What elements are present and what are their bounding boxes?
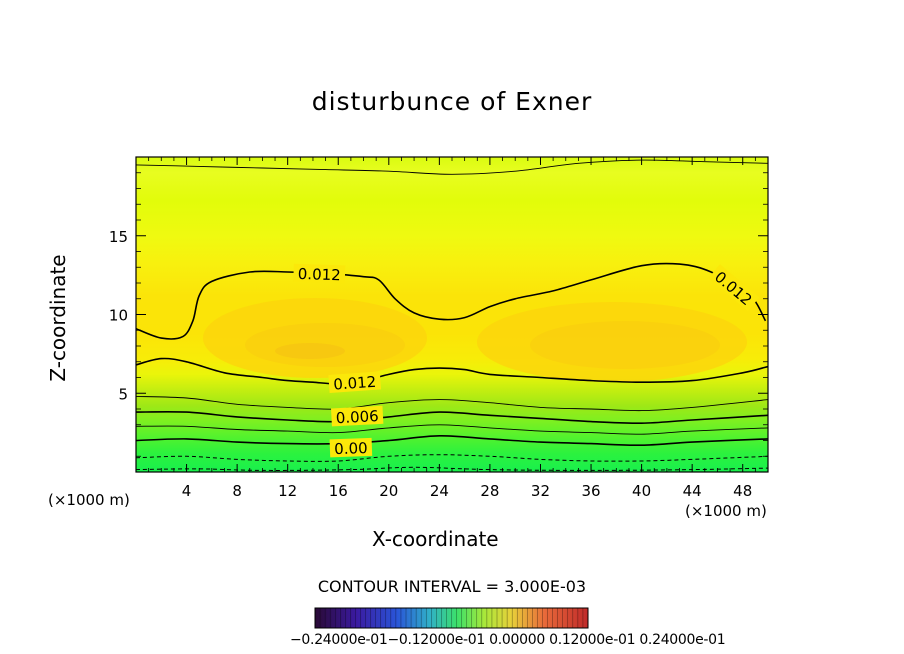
x-tick-label: 28: [480, 482, 499, 500]
x-tick-label: 20: [379, 482, 398, 500]
x-tick-label: 8: [232, 482, 242, 500]
contour-line: [136, 434, 768, 447]
x-unit-label-left: (×1000 m): [48, 491, 130, 509]
contour-line: [136, 357, 768, 385]
contour-label: 0.012: [328, 371, 382, 394]
colorbar-dividers: [319, 608, 584, 628]
contour-line: [136, 466, 768, 471]
y-tick-label: 5: [118, 385, 128, 403]
x-tick-label: 4: [182, 482, 192, 500]
x-unit-label-right: (×1000 m): [685, 502, 767, 520]
x-tick-label: 32: [531, 482, 550, 500]
contour-label: 0.012: [293, 263, 346, 284]
contour-line: [136, 454, 768, 462]
contour-line: [136, 262, 767, 340]
contour-label-text: 0.00: [334, 439, 368, 458]
contour-label: 0.00: [329, 437, 373, 458]
contour-label-bg: [329, 437, 373, 458]
colorbar-tick-labels: −0.24000e-01−0.12000e-01 0.00000 0.12000…: [290, 632, 726, 648]
x-axis-label: X-coordinate: [372, 527, 499, 551]
contour-label-text: 0.012: [297, 265, 341, 284]
contour-line: [136, 395, 768, 412]
x-tick-label: 40: [632, 482, 651, 500]
y-tick-label: 10: [109, 307, 128, 325]
contour-label-bg: [708, 264, 760, 312]
contour-label: 0.006: [331, 405, 384, 427]
contour-label-text: 0.006: [335, 407, 379, 427]
x-tick-label: 48: [733, 482, 752, 500]
contour-line: [136, 410, 768, 425]
x-tick-label: 12: [278, 482, 297, 500]
contour-label-text: 0.012: [333, 373, 377, 394]
heatmap-fill: [136, 157, 768, 472]
x-tick-label: 24: [430, 482, 449, 500]
contour-label-bg: [328, 371, 382, 393]
chart-title: disturbunce of Exner: [311, 87, 593, 116]
y-axis-label: Z-coordinate: [46, 254, 70, 382]
x-tick-label: 44: [683, 482, 702, 500]
y-tick-label: 15: [109, 228, 128, 246]
x-tick-label: 16: [329, 482, 348, 500]
contour-interval-text: CONTOUR INTERVAL = 3.000E-03: [317, 577, 587, 596]
contour-line: [136, 424, 768, 435]
contour-line: [136, 159, 768, 175]
contour-label-bg: [293, 263, 346, 284]
contour-label-bg: [331, 405, 384, 427]
x-tick-label: 36: [581, 482, 600, 500]
